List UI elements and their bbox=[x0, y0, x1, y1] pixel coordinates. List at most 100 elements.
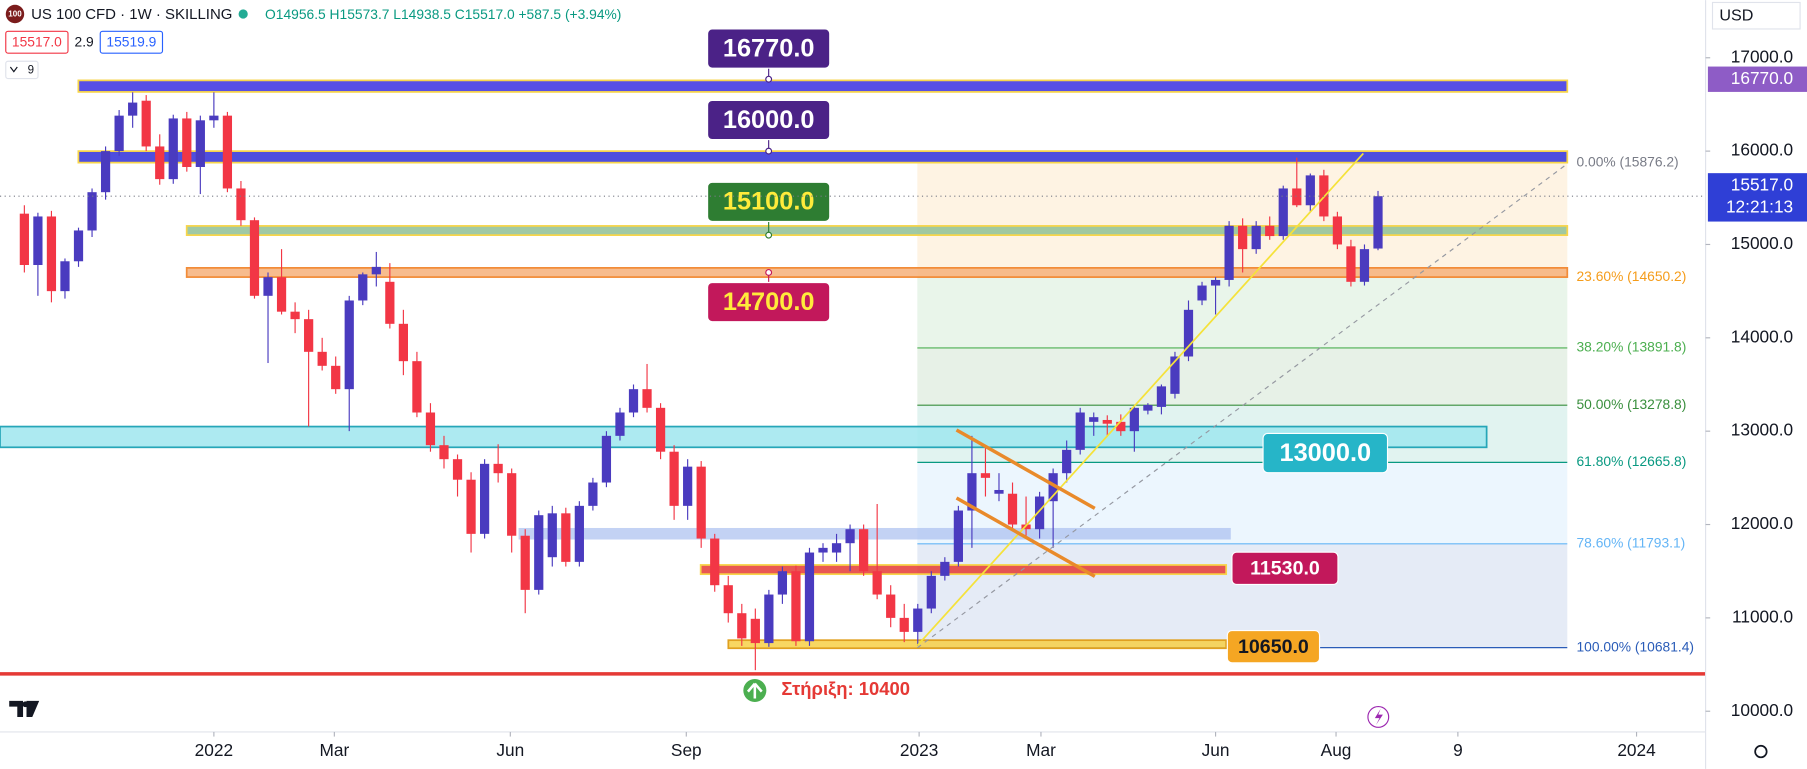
y-tick-label: 14000.0 bbox=[1731, 326, 1793, 346]
fib-label: 23.60% (14650.2) bbox=[1577, 268, 1687, 284]
y-tick-label: 17000.0 bbox=[1731, 46, 1793, 66]
price-label: 15517.0 bbox=[1731, 174, 1793, 194]
candle-body bbox=[520, 535, 530, 590]
candle-body bbox=[940, 561, 950, 576]
candle-body bbox=[331, 365, 341, 390]
candle-body bbox=[683, 466, 693, 506]
candle-body bbox=[791, 571, 801, 642]
candle-body bbox=[1170, 356, 1180, 394]
settings-icon[interactable] bbox=[1754, 744, 1768, 759]
price-box bbox=[1707, 173, 1807, 222]
logo-dot bbox=[22, 701, 29, 708]
candle-body bbox=[425, 412, 436, 446]
ask-box[interactable] bbox=[99, 30, 164, 54]
candle-body bbox=[1183, 309, 1194, 357]
fib-zone bbox=[917, 277, 1568, 348]
candle-body bbox=[845, 529, 855, 544]
candle-body bbox=[899, 617, 909, 632]
level-label: 16000.0 bbox=[723, 106, 815, 134]
candle-body bbox=[1346, 246, 1356, 282]
chevron-icon bbox=[9, 66, 18, 73]
candle-body bbox=[764, 594, 774, 644]
candle-body bbox=[710, 538, 720, 586]
candle-body bbox=[737, 613, 747, 639]
candle-body bbox=[304, 319, 314, 352]
indicator-count: 9 bbox=[28, 65, 34, 77]
currency: USD bbox=[1719, 7, 1753, 25]
ask: 15519.9 bbox=[106, 33, 156, 49]
candle-body bbox=[669, 451, 679, 506]
drawings bbox=[916, 152, 1568, 649]
level-band bbox=[0, 425, 1488, 449]
candle-body bbox=[1062, 449, 1072, 474]
candle-body bbox=[953, 510, 963, 562]
level-label: 14700.0 bbox=[723, 288, 815, 316]
candle-body bbox=[534, 515, 544, 590]
x-tick-label: Mar bbox=[319, 740, 349, 760]
candle-body bbox=[696, 466, 706, 539]
level-box bbox=[707, 28, 831, 69]
candle-body bbox=[1075, 412, 1085, 450]
zone-band bbox=[518, 527, 1231, 540]
candle-body bbox=[479, 463, 490, 534]
level-box bbox=[707, 281, 831, 323]
candle-body bbox=[358, 274, 368, 301]
candle-body bbox=[371, 266, 381, 275]
level-label: 11530.0 bbox=[1250, 558, 1320, 580]
candle-body bbox=[1156, 386, 1167, 407]
level-label: 13000.0 bbox=[1279, 439, 1371, 467]
trend-line bbox=[916, 163, 1568, 649]
axes: 16770.0 10000.0 11000.0 12000.0 13000.0 14000… bbox=[195, 46, 1807, 760]
y-tick-label: 16000.0 bbox=[1731, 140, 1793, 160]
candle-body bbox=[547, 513, 557, 558]
candle-body bbox=[317, 351, 327, 366]
x-tick-label: Mar bbox=[1026, 740, 1056, 760]
candle-body bbox=[155, 146, 165, 180]
fib-label: 0.00% (15876.2) bbox=[1577, 153, 1679, 169]
candle-body bbox=[1143, 405, 1153, 411]
level-band bbox=[185, 267, 1569, 278]
candle-body bbox=[398, 323, 408, 362]
candle-body bbox=[926, 575, 936, 609]
candle-body bbox=[1116, 421, 1126, 432]
level-box bbox=[707, 99, 831, 141]
candle-body bbox=[33, 216, 43, 266]
axis-level-label: 16770.0 bbox=[1731, 68, 1793, 88]
level-box bbox=[1262, 432, 1389, 474]
candle-body bbox=[818, 547, 828, 553]
legend-header: 100 US 100 CFD · 1W · SKILLING O14956.5 … bbox=[5, 4, 621, 80]
level-box bbox=[1226, 629, 1321, 664]
symbol-badge: 100 bbox=[8, 10, 22, 19]
x-tick-label: Jun bbox=[496, 740, 524, 760]
currency-box[interactable] bbox=[1711, 1, 1801, 30]
candle-body bbox=[141, 100, 151, 147]
x-tick-label: Aug bbox=[1321, 740, 1352, 760]
trend-line bbox=[916, 152, 1364, 647]
fib-label: 78.60% (11793.1) bbox=[1577, 534, 1686, 550]
candle-body bbox=[994, 489, 1004, 494]
x-tick-label: 2024 bbox=[1617, 740, 1656, 760]
bid-box[interactable] bbox=[5, 30, 69, 54]
candle-body bbox=[128, 102, 138, 116]
price-countdown: 12:21:13 bbox=[1726, 196, 1793, 216]
candle-body bbox=[1278, 188, 1288, 237]
candle-body bbox=[1048, 473, 1058, 502]
candle-body bbox=[1265, 225, 1275, 237]
overlays: 16770.0 16000.0 15100.0 14700.0 13000.0 11530… bbox=[0, 28, 1706, 700]
level-band bbox=[699, 564, 1228, 576]
candle-body bbox=[168, 118, 178, 180]
spread: 2.9 bbox=[75, 33, 95, 49]
candle-body bbox=[967, 473, 977, 511]
candle-body bbox=[344, 300, 354, 390]
level-box bbox=[707, 181, 831, 223]
y-tick-label: 10000.0 bbox=[1731, 700, 1793, 720]
candle-body bbox=[1007, 493, 1018, 525]
candle-body bbox=[1292, 188, 1302, 206]
indicator-toggle[interactable] bbox=[5, 60, 39, 80]
candle-body bbox=[507, 473, 517, 536]
channel-line bbox=[955, 428, 1096, 510]
candle-body bbox=[87, 192, 97, 231]
candle-body bbox=[804, 552, 815, 642]
